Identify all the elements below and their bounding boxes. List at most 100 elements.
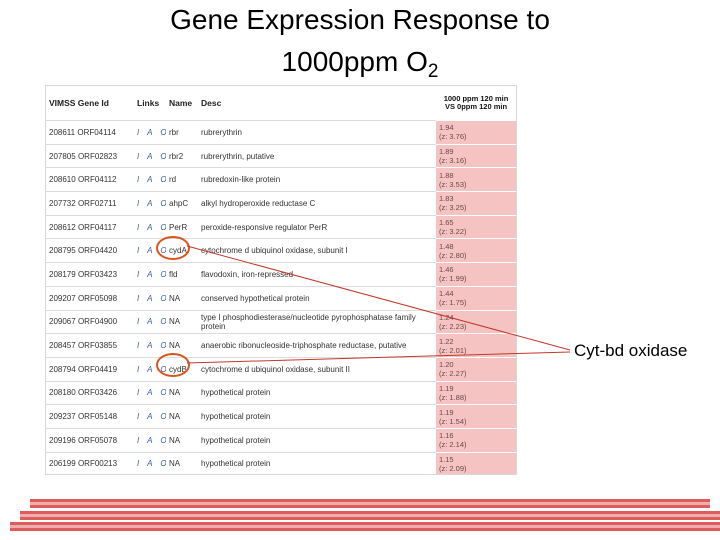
callout-label: Cyt-bd oxidase <box>574 341 688 360</box>
cell-name: NA <box>166 404 198 429</box>
cell-desc: rubrerythrin, putative <box>198 143 436 168</box>
cell-vimss: 207732 ORF02711 <box>46 191 134 216</box>
header-name: Name <box>169 97 193 108</box>
cell-vimss: 207805 ORF02823 <box>46 143 134 168</box>
cell-vimss: 208794 ORF04419 <box>46 356 134 382</box>
cell-vimss-part: ORF03426 <box>77 388 118 398</box>
cell-score: 1.19 (z: 1.88) <box>436 380 516 405</box>
cell-name: NA <box>166 427 198 453</box>
cell-score-part: 1.24 <box>439 312 454 322</box>
cell-vimss: 206199 ORF00213 <box>46 451 134 474</box>
cell-desc: anaerobic ribonucleoside-triphosphate re… <box>198 333 436 358</box>
cell-desc: alkyl hydroperoxide reductase C <box>198 191 436 216</box>
cell-name: NA <box>166 285 198 310</box>
cell-score: 1.22 (z: 2.01) <box>436 333 516 358</box>
cell-score: 1.15 (z: 2.09) <box>436 451 516 474</box>
cell-links[interactable]: I A O <box>134 309 166 334</box>
cell-vimss-part: 208612 <box>49 222 76 232</box>
cell-vimss-part: ORF04420 <box>77 246 118 256</box>
cell-vimss-part: 208610 <box>49 175 76 185</box>
cell-vimss-part: 208611 <box>49 127 76 137</box>
cell-score-part: 1.15 <box>439 454 454 464</box>
cell-vimss-part: 209067 <box>49 317 76 327</box>
cell-vimss-part: ORF05078 <box>77 435 118 445</box>
cell-links[interactable]: I A O <box>134 262 166 287</box>
cell-score-part: (z: 1.54) <box>439 416 467 426</box>
cell-score: 1.89 (z: 3.16) <box>436 143 516 168</box>
gene-table-screenshot: VIMSS Gene Id Links Name Desc 1000 ppm 1… <box>45 85 517 475</box>
cell-score-part: (z: 3.76) <box>439 132 467 142</box>
cell-links[interactable]: I A O <box>134 143 166 168</box>
cell-score-part: (z: 1.99) <box>439 274 467 284</box>
cell-links[interactable]: I A O <box>134 427 166 453</box>
cell-score: 1.24 (z: 2.23) <box>436 309 516 334</box>
cell-name: NA <box>166 451 198 474</box>
cell-desc: conserved hypothetical protein <box>198 285 436 310</box>
cell-name: rd <box>166 167 198 192</box>
watermark-band-3 <box>10 522 720 531</box>
cell-name: rbr <box>166 120 198 145</box>
cell-vimss: 208610 ORF04112 <box>46 167 134 192</box>
table-row: 209207 ORF05098 I A ONAconserved hypothet… <box>46 285 516 310</box>
cell-vimss: 209067 ORF04900 <box>46 309 134 334</box>
cell-vimss: 208179 ORF03423 <box>46 262 134 287</box>
cell-score-part: 1.89 <box>439 147 454 157</box>
highlight-circle-cydB <box>156 353 190 377</box>
cell-desc: hypothetical protein <box>198 451 436 474</box>
cell-score-part: (z: 2.27) <box>439 369 467 379</box>
cell-score: 1.88 (z: 3.53) <box>436 167 516 192</box>
cell-links[interactable]: I A O <box>134 451 166 474</box>
cell-vimss-part: 208795 <box>49 246 76 256</box>
cell-score: 1.19 (z: 1.54) <box>436 404 516 429</box>
cell-vimss: 209237 ORF05148 <box>46 404 134 429</box>
cell-links[interactable]: I A O <box>134 380 166 405</box>
cell-links[interactable]: I A O <box>134 333 166 358</box>
cell-score-part: (z: 2.23) <box>439 321 467 331</box>
cell-score-part: (z: 1.75) <box>439 298 467 308</box>
cell-score: 1.83 (z: 3.25) <box>436 191 516 216</box>
cell-links[interactable]: I A O <box>134 120 166 145</box>
slide-title-line1: Gene Expression Response to <box>170 4 550 35</box>
cell-vimss-part: ORF02823 <box>77 151 118 161</box>
cell-score: 1.16 (z: 2.14) <box>436 427 516 453</box>
cell-score-part: 1.19 <box>439 407 454 417</box>
cell-desc: flavodoxin, iron-repressed <box>198 262 436 287</box>
cell-vimss: 208180 ORF03426 <box>46 380 134 405</box>
cell-links[interactable]: I A O <box>134 214 166 239</box>
cell-links[interactable]: I A O <box>134 404 166 429</box>
cell-links[interactable]: I A O <box>134 167 166 192</box>
cell-vimss-part: ORF04900 <box>77 317 118 327</box>
cell-name: NA <box>166 309 198 334</box>
title-subscript: 2 <box>427 61 439 82</box>
cell-score-part: 1.83 <box>439 194 454 204</box>
cell-vimss-part: ORF05098 <box>77 293 118 303</box>
cell-score: 1.48 (z: 2.80) <box>436 238 516 263</box>
cell-name: PerR <box>166 214 198 239</box>
cell-links[interactable]: I A O <box>134 285 166 310</box>
cell-vimss-part: 208179 <box>49 269 76 279</box>
header-links: Links <box>137 97 160 108</box>
slide-title-line2: 1000ppm O2 <box>0 46 720 88</box>
cell-vimss-part: 207805 <box>49 151 76 161</box>
cell-vimss-part: 206199 <box>49 459 76 469</box>
cell-score: 1.65 (z: 3.22) <box>436 214 516 239</box>
cell-score-part: 1.65 <box>439 218 454 228</box>
header-score: 1000 ppm 120 min VS 0ppm 120 min <box>443 94 509 111</box>
cell-links[interactable]: I A O <box>134 191 166 216</box>
cell-vimss-part: 209207 <box>49 293 76 303</box>
cell-vimss-part: ORF03855 <box>77 341 118 351</box>
header-desc: Desc <box>201 97 222 108</box>
cell-desc: hypothetical protein <box>198 380 436 405</box>
cell-score-part: 1.46 <box>439 265 454 275</box>
cell-vimss-part: ORF02711 <box>77 198 117 208</box>
